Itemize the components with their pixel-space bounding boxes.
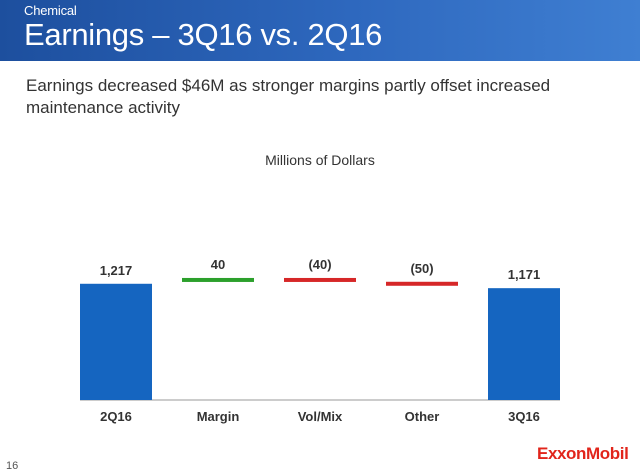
tick-label-margin: Margin (197, 409, 240, 424)
bar-3q16 (488, 288, 560, 400)
exxonmobil-logo: ExxonMobil (537, 444, 629, 463)
tick-label-other: Other (405, 409, 440, 424)
chart-title: Millions of Dollars (265, 152, 375, 168)
data-label-3q16: 1,171 (508, 267, 541, 282)
delta-margin (182, 277, 254, 282)
data-label-other: (50) (410, 261, 433, 276)
tick-label-2q16: 2Q16 (100, 409, 132, 424)
data-label-margin: 40 (211, 257, 225, 272)
tick-label-3q16: 3Q16 (508, 409, 540, 424)
data-label-vol-mix: (40) (308, 257, 331, 272)
delta-vol-mix (284, 277, 356, 282)
header-banner: Chemical Earnings – 3Q16 vs. 2Q16 (0, 0, 640, 61)
tick-label-vol-mix: Vol/Mix (298, 409, 343, 424)
delta-other (386, 281, 458, 286)
page-number: 16 (6, 460, 19, 472)
subtitle: Earnings decreased $46M as stronger marg… (26, 76, 551, 117)
page-title: Earnings – 3Q16 vs. 2Q16 (24, 17, 383, 52)
bar-2q16 (80, 283, 152, 400)
section-label: Chemical (24, 3, 77, 18)
data-label-2q16: 1,217 (100, 263, 133, 278)
